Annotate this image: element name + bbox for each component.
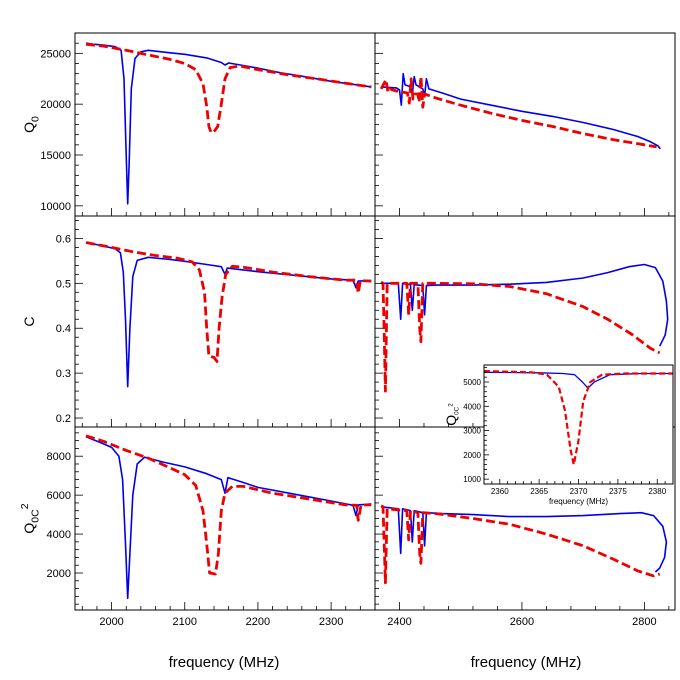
inset-y-tick-label: 4000 bbox=[463, 402, 481, 411]
q0-left-y-tick-label: 25000 bbox=[40, 48, 71, 60]
q0c2-right-x-tick-label: 2800 bbox=[632, 616, 656, 628]
panel-inset: 2360 2365 2370 2375 2380 1000 2000 3000 4000 5000… bbox=[443, 364, 674, 506]
q0c2-right-series-red bbox=[380, 504, 661, 585]
inset-x-tick-label: 2370 bbox=[570, 487, 588, 496]
panel-q0c2-left: 2000 2100 2200 2300 2000 4000 6000 8000 Q0C2 bbox=[19, 426, 376, 628]
c-left-y-tick-label: 0.4 bbox=[56, 323, 71, 335]
q0c2-left-series-blue bbox=[85, 435, 372, 600]
q0-left-series-red bbox=[85, 42, 372, 134]
c-right-series-red bbox=[380, 280, 661, 393]
q0c2-right-x-tick-label: 2600 bbox=[510, 616, 534, 628]
c-left-series-blue bbox=[85, 241, 372, 388]
inset-x-tick-label: 2360 bbox=[491, 487, 509, 496]
inset-y-tick-label: 5000 bbox=[463, 378, 481, 387]
q0-left-y-tick-label: 20000 bbox=[40, 99, 71, 111]
c-left-y-axis-title: C bbox=[21, 316, 37, 326]
q0c2-left-y-tick-label: 8000 bbox=[47, 451, 71, 463]
q0c2-left-x-tick-label: 2100 bbox=[173, 616, 197, 628]
c-left-series-red bbox=[85, 241, 372, 363]
panel-q0c2-right: 2400 2600 2800 bbox=[374, 426, 676, 628]
inset-series-red bbox=[484, 370, 673, 466]
panels-layer: 10000 15000 20000 25000 Q0 0.2 0.3 0.4 0.5 0.6 C 20… bbox=[19, 32, 676, 628]
q0c2-left-y-tick-label: 6000 bbox=[47, 490, 71, 502]
q0-right-series-red bbox=[379, 75, 657, 149]
inset-x-tick-label: 2365 bbox=[530, 487, 548, 496]
c-left-y-tick-label: 0.5 bbox=[56, 278, 71, 290]
q0-left-y-axis-title: Q0 bbox=[21, 116, 42, 133]
q0c2-left-x-tick-label: 2300 bbox=[319, 616, 343, 628]
c-left-y-tick-label: 0.6 bbox=[56, 233, 71, 245]
q0-left-series-blue bbox=[85, 42, 372, 205]
c-left-y-tick-label: 0.3 bbox=[56, 368, 71, 380]
q0c2-left-y-axis-title: Q0C2 bbox=[19, 503, 42, 533]
inset-x-axis-title: frequency (MHz) bbox=[549, 497, 608, 506]
inset-background bbox=[484, 365, 673, 484]
inset-x-tick-label: 2375 bbox=[609, 487, 627, 496]
q0-right-series-blue bbox=[381, 72, 661, 150]
q0c2-left-y-tick-label: 4000 bbox=[47, 529, 71, 541]
q0c2-left-y-tick-label: 2000 bbox=[47, 568, 71, 580]
inset-y-tick-label: 1000 bbox=[463, 475, 481, 484]
inset-y-tick-label: 2000 bbox=[463, 451, 481, 460]
q0c2-left-x-tick-label: 2200 bbox=[246, 616, 270, 628]
q0c2-right-x-tick-label: 2400 bbox=[387, 616, 411, 628]
c-left-y-tick-label: 0.2 bbox=[56, 413, 71, 425]
q0c2-left-x-tick-label: 2000 bbox=[99, 616, 123, 628]
x-axis-title-right: frequency (MHz) bbox=[471, 654, 582, 671]
inset-x-tick-label: 2380 bbox=[648, 487, 666, 496]
q0-left-y-tick-label: 10000 bbox=[40, 201, 71, 213]
inset-y-tick-label: 3000 bbox=[463, 427, 481, 436]
inset-y-axis-title: Q0C2 bbox=[443, 403, 461, 426]
x-axis-title-left: frequency (MHz) bbox=[169, 654, 280, 671]
q0c2-left-series-red bbox=[85, 434, 372, 576]
panel-c-left: 0.2 0.3 0.4 0.5 0.6 C bbox=[21, 215, 376, 428]
q0-left-y-tick-label: 15000 bbox=[40, 150, 71, 162]
